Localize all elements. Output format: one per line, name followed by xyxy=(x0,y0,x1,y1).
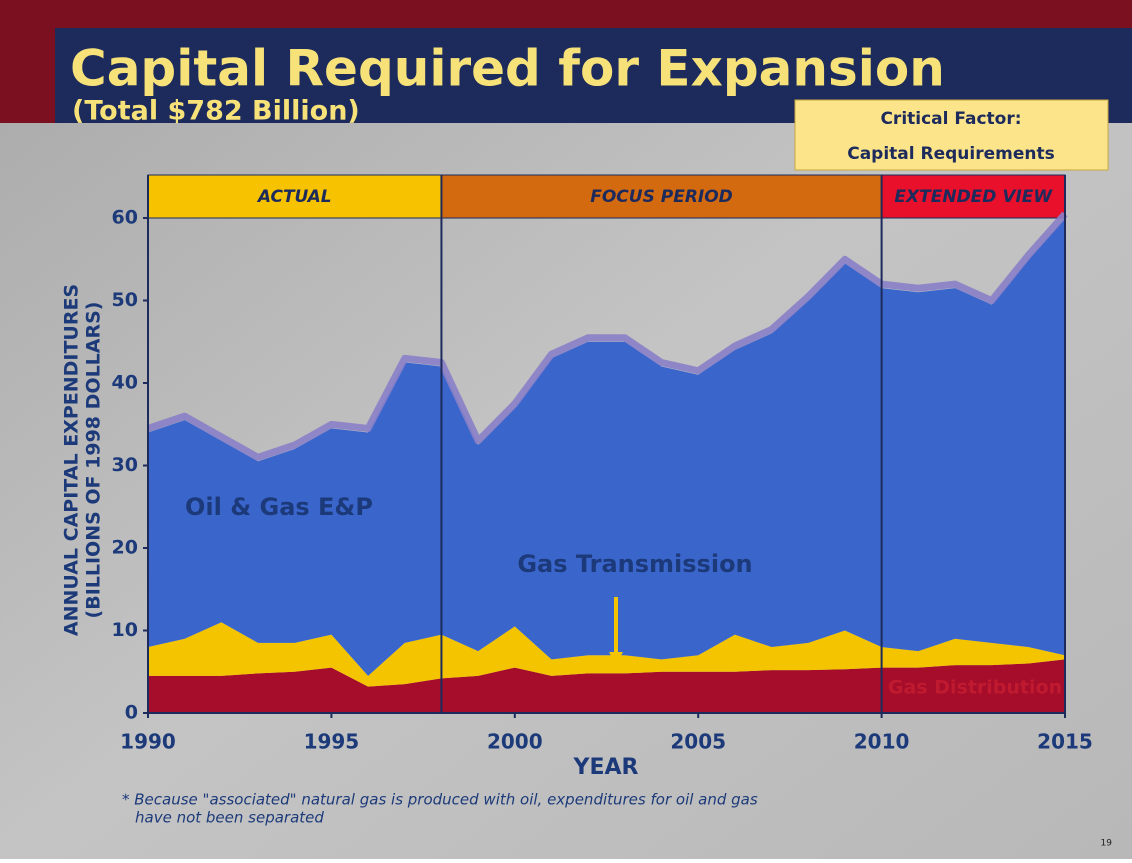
series-label: Oil & Gas E&P xyxy=(185,493,373,521)
period-band xyxy=(881,174,1066,219)
series-label: Gas Transmission xyxy=(517,550,752,578)
y-tick-label: 0 xyxy=(125,702,138,724)
y-tick-label: 40 xyxy=(112,372,138,394)
top-band xyxy=(0,0,1132,28)
series-label: Gas Distribution xyxy=(888,677,1062,699)
x-tick-label: 2010 xyxy=(854,730,910,754)
y-tick-label: 30 xyxy=(112,454,138,476)
area xyxy=(148,218,1065,676)
title-accent xyxy=(0,28,55,123)
y-tick-label: 20 xyxy=(112,537,138,559)
subtitle: (Total $782 Billion) xyxy=(72,96,360,127)
x-tick-label: 2015 xyxy=(1037,730,1093,754)
area xyxy=(148,659,1065,713)
y-tick-label: 60 xyxy=(112,207,138,229)
footnote: have not been separated xyxy=(135,809,324,827)
y-tick-label: 10 xyxy=(112,619,138,641)
x-tick-label: 1990 xyxy=(120,730,176,754)
y-axis-label: ANNUAL CAPITAL EXPENDITURES xyxy=(61,284,83,636)
x-tick-label: 2000 xyxy=(487,730,543,754)
x-tick-label: 1995 xyxy=(304,730,360,754)
pointer-head xyxy=(609,652,623,665)
callout-text: Capital Requirements xyxy=(847,144,1055,164)
y-axis-label: (BILLIONS OF 1998 DOLLARS) xyxy=(83,302,105,619)
page-number: 19 xyxy=(1101,839,1113,849)
period-label: FOCUS PERIOD xyxy=(590,187,733,207)
x-axis-label: YEAR xyxy=(573,755,639,780)
callout-box xyxy=(794,99,1109,171)
period-label: ACTUAL xyxy=(256,187,332,207)
footnote: * Because "associated" natural gas is pr… xyxy=(122,791,758,809)
area-edge xyxy=(146,211,1068,461)
callout-text: Critical Factor: xyxy=(880,109,1021,129)
period-label: EXTENDED VIEW xyxy=(894,187,1053,207)
y-tick-label: 50 xyxy=(112,289,138,311)
x-tick-label: 2005 xyxy=(670,730,726,754)
area xyxy=(148,622,1065,687)
title: Capital Required for Expansion xyxy=(70,40,945,98)
